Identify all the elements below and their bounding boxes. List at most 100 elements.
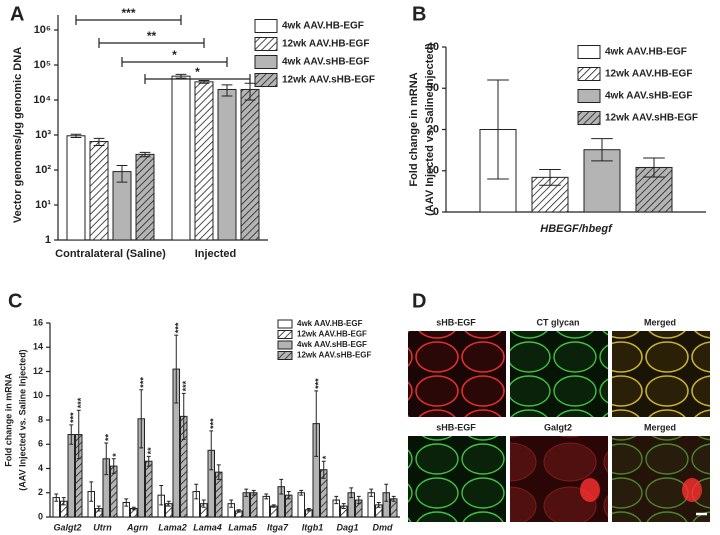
legend-label: 12wk AAV.HB-EGF [297,330,367,339]
legend-swatch [254,55,278,69]
error-bar [146,455,151,467]
y-tick-label: 30 [427,82,439,94]
legend-swatch [254,37,278,51]
y-tick-label: 10⁴ [33,94,51,106]
y-tick-label: 10² [35,164,51,176]
x-tick-label: HBEGF/hbegf [540,223,613,235]
image-label: sHB-EGF [436,317,476,327]
panel-letter: A [10,3,24,25]
panel-letter: B [412,3,426,25]
significance-label: *** [139,377,149,388]
y-axis-label: Fold change in mRNA [408,72,420,186]
error-bar [306,508,311,512]
stain-spot [580,478,600,502]
error-bar [539,169,561,186]
error-bar [124,498,129,507]
error-bar [69,424,74,445]
y-tick-label: 10¹ [35,199,51,211]
y-tick-label: 40 [427,41,439,53]
significance-label: *** [314,378,324,389]
bar [250,492,258,518]
error-bar [314,390,319,457]
significance-label: *** [121,6,135,20]
error-bar [61,497,66,506]
bar [217,88,237,241]
error-bar [279,478,284,495]
legend-swatch [577,67,601,81]
error-bar [229,499,234,508]
legend-label: 4wk AAV.sHB-EGF [297,340,367,349]
error-bar [104,442,109,476]
significance-label: ** [146,447,156,455]
error-bar [111,458,116,474]
legend-swatch [277,319,293,329]
error-bar [159,484,164,506]
y-tick-label: 4 [38,463,43,473]
y-axis-label: Fold change in mRNA [3,373,13,467]
y-tick-label: 16 [33,317,43,327]
legend-label: 12wk AAV.sHB-EGF [282,75,375,86]
error-bar [264,493,269,500]
significance-label: *** [181,380,191,391]
y-tick-label: 1 [45,234,51,246]
error-bar [116,164,128,183]
significance-label: *** [209,418,219,429]
micrograph [612,331,710,417]
legend-swatch [277,330,293,339]
y-tick-label: 20 [427,123,439,135]
error-bar [221,84,233,97]
significance-label: *** [69,412,79,423]
x-tick-label: Injected [195,248,237,260]
panel-letter: D [412,290,426,312]
error-bar [93,137,105,147]
error-bar [198,80,210,84]
error-bar [89,481,94,502]
y-tick-label: 10⁵ [34,59,51,71]
error-bar [251,489,256,496]
legend-label: 4wk AAV.HB-EGF [605,47,687,58]
bar [171,75,191,241]
legend-swatch [577,89,601,103]
error-bar [299,489,304,496]
image-label: CT glycan [536,317,579,327]
error-bar [209,430,214,471]
significance-bracket [98,38,205,48]
legend-swatch [277,340,293,350]
y-tick-label: 8 [38,414,43,424]
error-bar [174,334,179,404]
error-bar [321,460,326,479]
legend-swatch [277,351,293,360]
micrograph [408,436,506,522]
error-bar [70,133,82,138]
image-label: Merged [644,422,676,432]
error-bar [341,503,346,510]
error-bar [643,157,665,178]
error-bar [175,73,187,79]
y-tick-label: 12 [33,366,43,376]
error-bar [369,488,374,497]
y-tick-label: 0 [38,511,43,521]
stain-spot [682,478,702,502]
image-label: sHB-EGF [436,422,476,432]
error-bar [194,483,199,500]
micrograph [510,331,608,417]
significance-label: *** [76,397,86,408]
y-axis-label: (AAV Injected vs. Saline Injected) [424,43,436,216]
error-bar [216,464,221,480]
significance-label: * [321,455,331,459]
bar [145,460,153,518]
bar [67,434,75,518]
significance-label: * [195,65,200,79]
error-bar [131,506,136,511]
legend-label: 4wk AAV.HB-EGF [297,319,363,328]
x-tick-label: Contralateral (Saline) [55,248,166,260]
error-bar [334,495,339,505]
significance-label: ** [147,29,157,43]
legend-label: 12wk AAV.HB-EGF [282,39,369,50]
error-bar [244,488,249,497]
error-bar [201,499,206,508]
significance-bracket [121,57,228,67]
legend-label: 12wk AAV.sHB-EGF [605,113,698,124]
x-tick-label: Dag1 [336,522,358,532]
error-bar [139,389,144,449]
